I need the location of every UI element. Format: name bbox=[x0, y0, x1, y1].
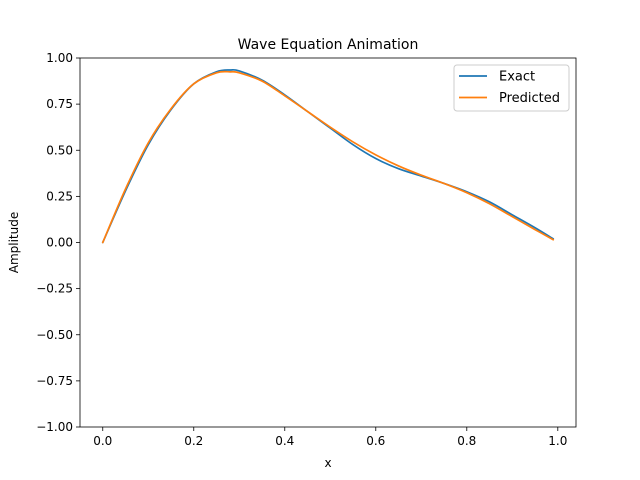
y-tick-label: −0.50 bbox=[36, 328, 73, 342]
series-layer bbox=[101, 68, 555, 244]
x-tick-label: 1.0 bbox=[548, 434, 567, 448]
legend-label-exact: Exact bbox=[499, 70, 535, 85]
y-tick-label: 0.75 bbox=[46, 97, 73, 111]
x-axis-label: x bbox=[324, 456, 331, 470]
y-tick-label: −0.75 bbox=[36, 374, 73, 388]
x-tick-label: 0.2 bbox=[184, 434, 203, 448]
x-tick-label: 0.4 bbox=[275, 434, 294, 448]
legend: Exact Predicted bbox=[453, 64, 570, 112]
x-tick-label: 0.8 bbox=[457, 434, 476, 448]
x-tick-label: 0.0 bbox=[93, 434, 112, 448]
y-axis-ticks: −1.00 −0.75 −0.50 −0.25 0.00 0.25 0.50 0.75 1.00 bbox=[36, 51, 80, 434]
y-axis-label: Amplitude bbox=[7, 212, 21, 274]
series-line-predicted bbox=[101, 70, 555, 244]
y-tick-label: 1.00 bbox=[46, 51, 73, 65]
legend-label-predicted: Predicted bbox=[499, 91, 560, 106]
y-tick-label: 0.50 bbox=[46, 143, 73, 157]
chart-title: Wave Equation Animation bbox=[238, 37, 419, 53]
y-tick-label: −1.00 bbox=[36, 420, 73, 434]
y-tick-label: −0.25 bbox=[36, 282, 73, 296]
x-axis-ticks: 0.0 0.2 0.4 0.6 0.8 1.0 bbox=[93, 427, 567, 448]
y-tick-label: 0.00 bbox=[46, 236, 73, 250]
y-tick-label: 0.25 bbox=[46, 189, 73, 203]
x-tick-label: 0.6 bbox=[366, 434, 385, 448]
